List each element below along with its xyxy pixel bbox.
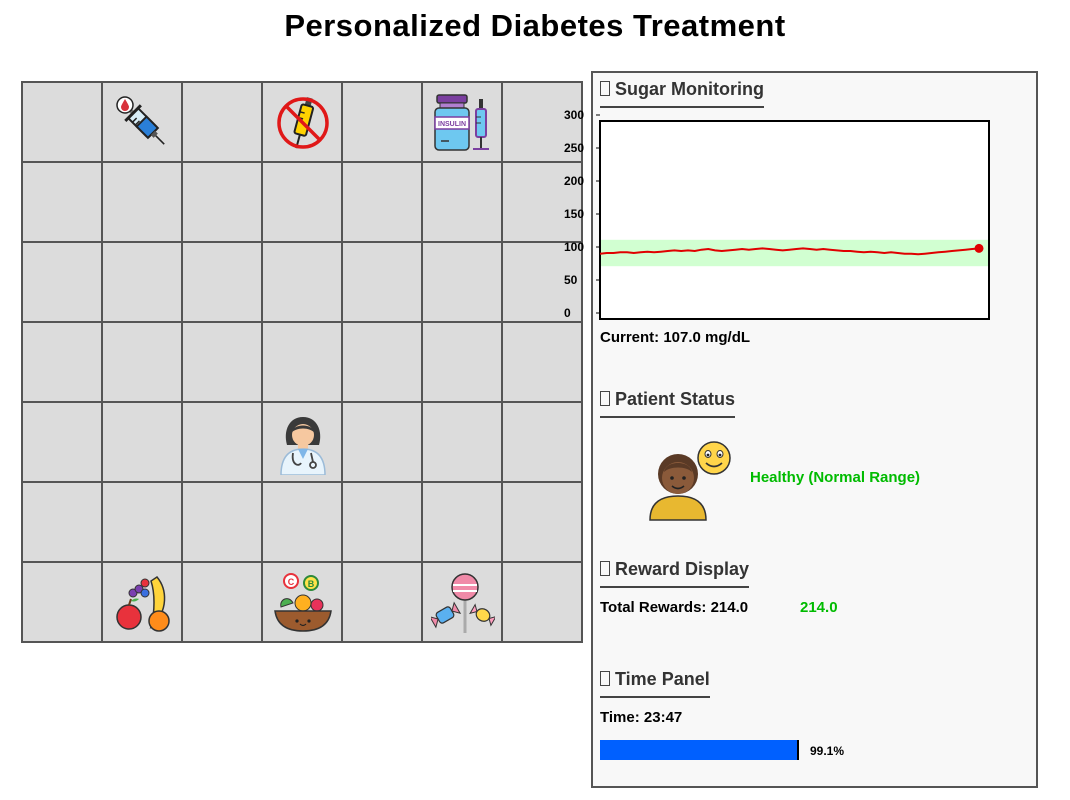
y-tick-label: 100 <box>564 240 584 254</box>
y-tick-label: 150 <box>564 207 584 221</box>
grid-cell[interactable] <box>343 83 423 163</box>
grid-cell[interactable] <box>263 163 343 243</box>
grid-cell[interactable] <box>103 163 183 243</box>
happy-patient-icon <box>649 441 731 521</box>
time-progress-bar <box>600 740 801 760</box>
grid-cell[interactable] <box>23 163 103 243</box>
sugar-series-line <box>599 247 980 256</box>
svg-text:B: B <box>308 579 315 589</box>
vitamin-food-bowl-icon: C B <box>274 573 332 632</box>
grid-cell[interactable] <box>23 563 103 643</box>
grid-cell[interactable] <box>343 483 423 563</box>
grid-cell[interactable] <box>503 163 583 243</box>
candy-sweets-icon <box>431 573 495 633</box>
reward-display-title: Reward Display <box>600 559 750 588</box>
grid-cell[interactable] <box>23 83 103 163</box>
y-tick-label: 50 <box>564 273 578 287</box>
grid-cell[interactable] <box>263 483 343 563</box>
grid-cell[interactable] <box>423 323 503 403</box>
fruits-icon <box>116 576 170 632</box>
grid-cell[interactable] <box>183 403 263 483</box>
patient-status-text: Healthy (Normal Range) <box>750 469 921 486</box>
svg-text:C: C <box>288 577 295 587</box>
grid-cell[interactable] <box>343 563 423 643</box>
grid-cell[interactable] <box>183 163 263 243</box>
grid-cell[interactable] <box>423 563 503 643</box>
grid-cell[interactable] <box>423 483 503 563</box>
grid-cell[interactable] <box>263 83 343 163</box>
missing-glyph-icon <box>600 391 610 406</box>
y-tick-label: 0 <box>564 306 571 320</box>
y-tick-label: 200 <box>564 174 584 188</box>
y-tick-label: 250 <box>564 141 584 155</box>
grid-cell[interactable] <box>183 243 263 323</box>
grid-cell[interactable] <box>23 243 103 323</box>
grid-cell[interactable] <box>503 563 583 643</box>
grid-cell[interactable]: INSULIN <box>423 83 503 163</box>
grid-cell[interactable]: C B <box>263 563 343 643</box>
game-grid: INSULIN C B <box>21 81 583 643</box>
no-injection-icon <box>277 97 329 149</box>
grid-cell[interactable] <box>103 83 183 163</box>
grid-cell[interactable] <box>103 403 183 483</box>
time-progress-label: 99.1% <box>810 744 845 758</box>
svg-text:INSULIN: INSULIN <box>438 121 466 128</box>
grid-cell[interactable] <box>343 323 423 403</box>
grid-cell[interactable] <box>423 403 503 483</box>
sugar-monitoring-title: Sugar Monitoring <box>600 79 764 108</box>
reward-value: 214.0 <box>800 599 838 616</box>
grid-cell[interactable] <box>103 243 183 323</box>
grid-cell[interactable] <box>503 403 583 483</box>
grid-cell[interactable] <box>503 243 583 323</box>
time-progress-fill <box>600 740 800 760</box>
grid-cell[interactable] <box>183 83 263 163</box>
grid-cell[interactable] <box>503 483 583 563</box>
grid-cell[interactable] <box>343 243 423 323</box>
grid-cell[interactable] <box>343 403 423 483</box>
grid-cell[interactable] <box>103 483 183 563</box>
current-value-point <box>974 243 984 253</box>
grid-cell[interactable] <box>183 563 263 643</box>
game-title: Personalized Diabetes Treatment <box>284 8 786 43</box>
grid-cell[interactable] <box>23 323 103 403</box>
grid-cell[interactable] <box>423 163 503 243</box>
time-panel-title: Time Panel <box>600 669 710 698</box>
y-tick-label: 300 <box>564 108 584 122</box>
grid-cell[interactable] <box>503 83 583 163</box>
sugar-chart: 300 250 200 150 100 50 0 <box>564 108 990 320</box>
time-label: Time: 23:47 <box>600 709 683 726</box>
grid-cell[interactable] <box>23 483 103 563</box>
current-sugar-label: Current: 107.0 mg/dL <box>600 329 751 346</box>
grid-cell[interactable] <box>103 563 183 643</box>
chart-plot-area <box>599 120 990 320</box>
missing-glyph-icon <box>600 561 610 576</box>
grid-cell[interactable] <box>183 323 263 403</box>
grid-cell[interactable] <box>263 403 343 483</box>
total-rewards-label: Total Rewards: 214.0 <box>600 599 749 616</box>
missing-glyph-icon <box>600 671 610 686</box>
grid-cell[interactable] <box>503 323 583 403</box>
doctor-agent-icon <box>280 417 326 475</box>
grid-cell[interactable] <box>183 483 263 563</box>
insulin-syringe-icon <box>116 96 165 145</box>
insulin-vial-icon: INSULIN <box>434 94 489 151</box>
grid-cell[interactable] <box>343 163 423 243</box>
grid-cell[interactable] <box>263 243 343 323</box>
grid-cell[interactable] <box>263 323 343 403</box>
grid-cell[interactable] <box>103 323 183 403</box>
grid-cell[interactable] <box>23 403 103 483</box>
patient-status-title: Patient Status <box>600 389 736 418</box>
missing-glyph-icon <box>600 81 610 96</box>
grid-cell[interactable] <box>423 243 503 323</box>
